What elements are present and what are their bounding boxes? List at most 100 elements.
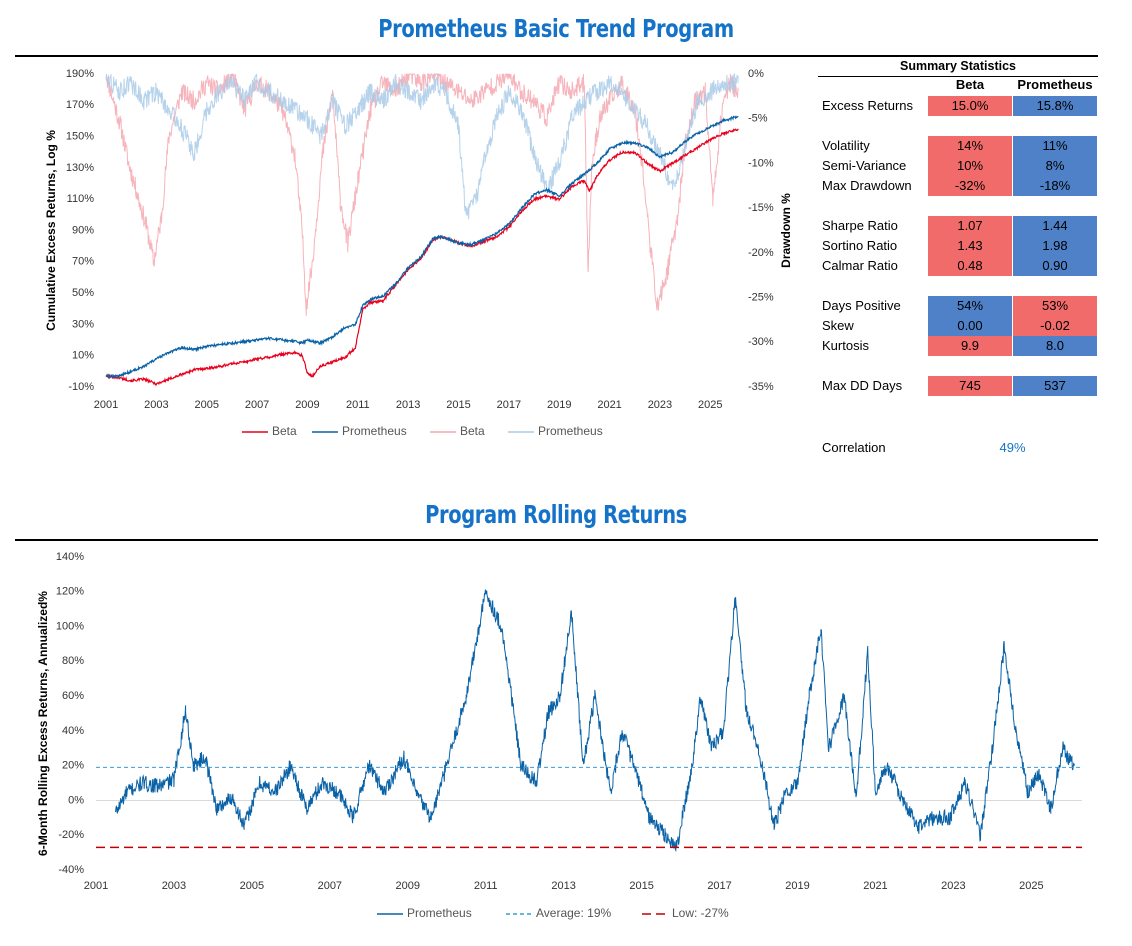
summary-row-label: Excess Returns [822, 98, 914, 113]
summary-beta-value: -32% [928, 176, 1012, 196]
summary-beta-value: 0.48 [928, 256, 1012, 276]
correlation-row: Correlation 49% [818, 438, 1098, 458]
correlation-value: 49% [999, 440, 1026, 455]
summary-row-label: Sharpe Ratio [822, 218, 898, 233]
bottom-chart-title: Program Rolling Returns [425, 500, 687, 529]
summary-column-headers: Beta Prometheus [818, 77, 1098, 96]
summary-prometheus-value: -18% [1013, 176, 1097, 196]
x-tick-label: 2019 [547, 399, 571, 411]
x-tick-label: 2025 [1019, 880, 1043, 892]
summary-prometheus-value: 537 [1013, 376, 1097, 396]
y-tick-label: 120% [56, 586, 84, 598]
summary-prometheus-value: 11% [1013, 136, 1097, 156]
summary-row-label: Semi-Variance [822, 158, 907, 173]
summary-row-label: Sortino Ratio [822, 238, 898, 253]
summary-row: Max DD Days 745 537 [818, 376, 1098, 396]
summary-row: Days Positive 54% 53% [818, 296, 1098, 316]
summary-row: Sharpe Ratio 1.07 1.44 [818, 216, 1098, 236]
summary-spacer [818, 116, 1098, 136]
y-tick-label: 0% [68, 794, 84, 806]
summary-row: Kurtosis 9.9 8.0 [818, 336, 1098, 356]
x-tick-label: 2017 [497, 399, 521, 411]
y-tick-label: 30% [72, 318, 94, 330]
summary-prometheus-value: 53% [1013, 296, 1097, 316]
summary-row: Excess Returns 15.0% 15.8% [818, 96, 1098, 116]
y-tick-label: 80% [62, 655, 84, 667]
x-tick-label: 2023 [648, 399, 672, 411]
y-tick-label: 60% [62, 690, 84, 702]
y2-tick-label: -10% [748, 157, 774, 169]
summary-beta-value: 54% [928, 296, 1012, 316]
x-tick-label: 2003 [144, 399, 168, 411]
summary-prometheus-value: 1.44 [1013, 216, 1097, 236]
summary-beta-value: 9.9 [928, 336, 1012, 356]
summary-prometheus-value: 0.90 [1013, 256, 1097, 276]
x-tick-label: 2023 [941, 880, 965, 892]
y-tick-label: 20% [62, 760, 84, 772]
legend-item-label: Prometheus [342, 424, 407, 438]
y-tick-label: 100% [56, 620, 84, 632]
y-tick-label: 190% [66, 68, 94, 80]
summary-prometheus-value: 8% [1013, 156, 1097, 176]
summary-row: Semi-Variance 10% 8% [818, 156, 1098, 176]
y-tick-label: -20% [58, 829, 84, 841]
bottom-title-rule [15, 539, 1098, 541]
legend-item-label: Low: -27% [672, 906, 729, 920]
top-chart-title: Prometheus Basic Trend Program [378, 14, 734, 43]
y-tick-label: 170% [66, 99, 94, 111]
y2-tick-label: -25% [748, 291, 774, 303]
legend-item-label: Beta [272, 424, 297, 438]
y2-tick-label: -15% [748, 202, 774, 214]
y-tick-label: 150% [66, 131, 94, 143]
x-tick-label: 2009 [295, 399, 319, 411]
summary-beta-value: 0.00 [928, 316, 1012, 336]
y-tick-label: 110% [67, 193, 95, 205]
cumulative-line-prometheus [105, 115, 739, 379]
x-tick-label: 2001 [94, 399, 118, 411]
legend-item-label: Prometheus [538, 424, 603, 438]
x-tick-label: 2021 [863, 880, 887, 892]
rolling-line-prometheus [115, 589, 1075, 853]
summary-row: Sortino Ratio 1.43 1.98 [818, 236, 1098, 256]
x-tick-label: 2019 [785, 880, 809, 892]
summary-rows: Excess Returns 15.0% 15.8% Volatility 14% 11%… [818, 96, 1098, 396]
x-tick-label: 2011 [346, 399, 370, 411]
x-tick-label: 2013 [551, 880, 575, 892]
summary-row: Calmar Ratio 0.48 0.90 [818, 256, 1098, 276]
x-tick-label: 2025 [698, 399, 722, 411]
summary-row-label: Calmar Ratio [822, 258, 898, 273]
cumulative-line-beta [105, 128, 739, 387]
rolling-returns-chart: -40% -20% 0% 20% 40% 60% 80% 100% 120% 140% 2001 20… [36, 551, 1082, 920]
legend-item-label: Average: 19% [536, 906, 611, 920]
summary-prometheus-value: 15.8% [1013, 96, 1097, 116]
summary-row-label: Skew [822, 318, 854, 333]
x-tick-label: 2007 [245, 399, 269, 411]
y-tick-label: -40% [58, 864, 84, 876]
x-tick-label: 2003 [162, 880, 186, 892]
x-tick-label: 2005 [194, 399, 218, 411]
summary-spacer [818, 196, 1098, 216]
y-axis-title: 6-Month Rolling Excess Returns, Annualiz… [36, 591, 50, 856]
x-tick-label: 2005 [240, 880, 264, 892]
summary-prometheus-value: 1.98 [1013, 236, 1097, 256]
correlation-label: Correlation [822, 440, 886, 455]
legend-item-label: Beta [460, 424, 485, 438]
y-tick-label: 140% [56, 551, 84, 563]
x-tick-label: 2017 [707, 880, 731, 892]
x-tick-label: 2013 [396, 399, 420, 411]
top-title-rule [15, 55, 1098, 57]
summary-spacer [818, 276, 1098, 296]
x-tick-label: 2015 [446, 399, 470, 411]
x-tick-label: 2011 [474, 880, 498, 892]
summary-prometheus-value: -0.02 [1013, 316, 1097, 336]
y2-tick-label: -20% [748, 247, 774, 259]
summary-row: Volatility 14% 11% [818, 136, 1098, 156]
summary-row: Skew 0.00 -0.02 [818, 316, 1098, 336]
y-tick-label: 90% [72, 224, 94, 236]
cumulative-returns-chart: -10% 10% 30% 50% 70% 90% 110% 130% 150% 170% 190% 0… [44, 68, 793, 438]
y-tick-label: 70% [72, 256, 94, 268]
y-tick-label: 130% [66, 162, 94, 174]
summary-prometheus-value: 8.0 [1013, 336, 1097, 356]
x-tick-label: 2001 [84, 880, 108, 892]
summary-col-beta: Beta [955, 77, 985, 92]
